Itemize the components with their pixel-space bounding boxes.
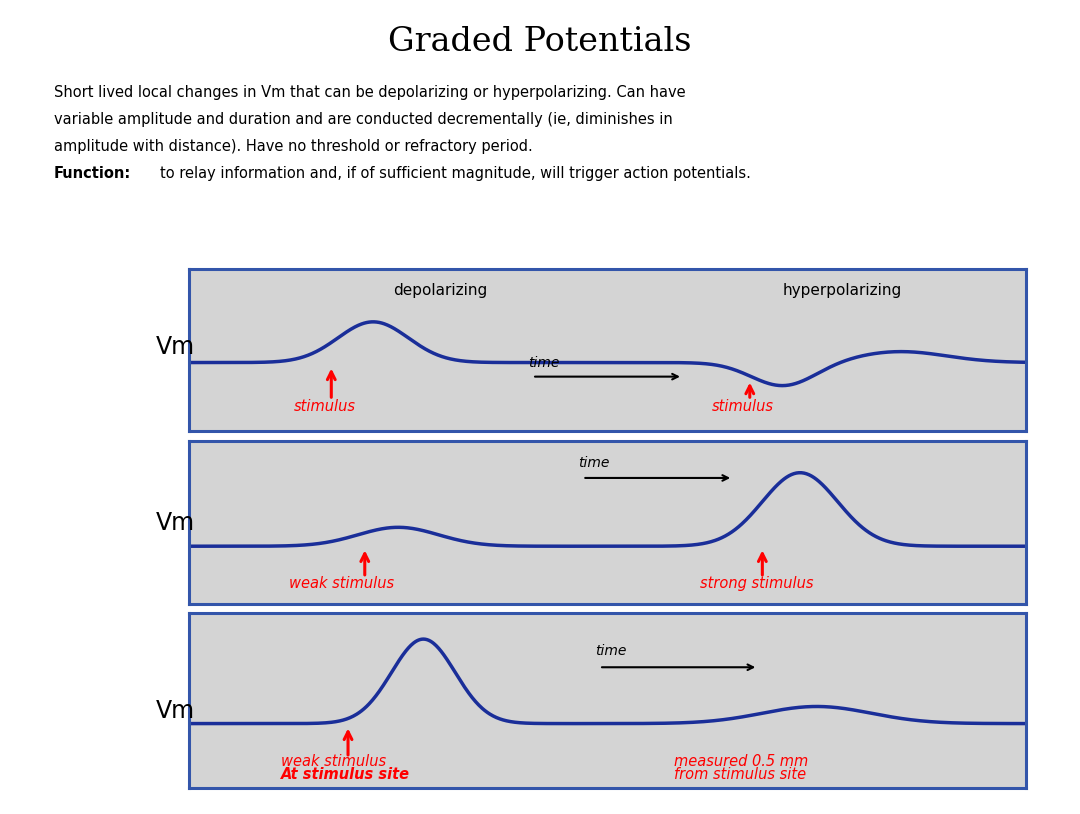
Text: time: time (595, 644, 626, 659)
Text: hyperpolarizing: hyperpolarizing (782, 282, 902, 298)
Text: depolarizing: depolarizing (393, 282, 487, 298)
Text: variable amplitude and duration and are conducted decrementally (ie, diminishes : variable amplitude and duration and are … (54, 112, 673, 127)
Text: time: time (578, 457, 609, 470)
Text: time: time (528, 357, 559, 370)
Text: Function:: Function: (54, 166, 132, 181)
Text: Vm: Vm (156, 510, 194, 535)
Text: stimulus: stimulus (712, 399, 774, 414)
Text: Vm: Vm (156, 335, 194, 359)
Text: from stimulus site: from stimulus site (674, 767, 807, 782)
Text: strong stimulus: strong stimulus (700, 576, 813, 591)
Text: to relay information and, if of sufficient magnitude, will trigger action potent: to relay information and, if of sufficie… (160, 166, 751, 181)
Text: Vm: Vm (156, 699, 194, 723)
Text: weak stimulus: weak stimulus (289, 576, 394, 591)
Text: measured 0.5 mm: measured 0.5 mm (674, 754, 809, 769)
Text: amplitude with distance). Have no threshold or refractory period.: amplitude with distance). Have no thresh… (54, 139, 538, 154)
Text: At stimulus site: At stimulus site (281, 767, 410, 782)
Text: stimulus: stimulus (294, 399, 355, 414)
Text: Graded Potentials: Graded Potentials (388, 26, 692, 58)
Text: Short lived local changes in Vm that can be depolarizing or hyperpolarizing. Can: Short lived local changes in Vm that can… (54, 85, 686, 100)
Text: weak stimulus: weak stimulus (281, 754, 387, 769)
